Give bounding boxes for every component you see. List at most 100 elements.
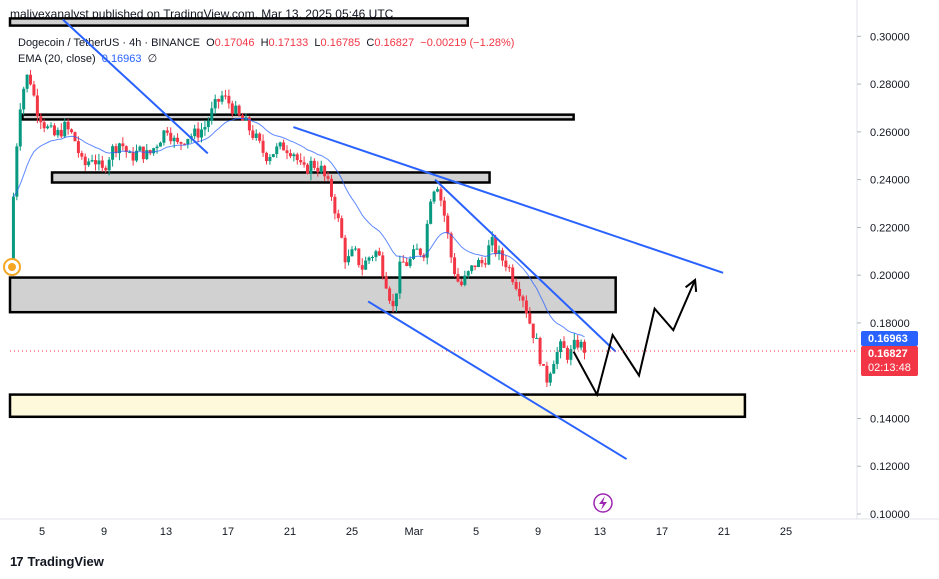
y-tick-label: 0.28000 xyxy=(870,79,910,91)
candle-body xyxy=(70,129,74,133)
ema-label[interactable]: EMA (20, close) xyxy=(18,53,96,65)
symbol-label[interactable]: Dogecoin / TetherUS · 4h · BINANCE xyxy=(18,37,200,49)
chart-legend: Dogecoin / TetherUS · 4h · BINANCE O0.17… xyxy=(18,35,514,67)
candle-body xyxy=(268,156,272,162)
candle-body xyxy=(107,159,111,171)
candle-body xyxy=(388,288,392,301)
candle-body xyxy=(172,137,176,142)
candle-body xyxy=(405,262,409,266)
candle-body xyxy=(463,275,467,285)
candle-body xyxy=(282,142,286,151)
candle-body xyxy=(210,108,214,121)
footer-brand[interactable]: 17 TradingView xyxy=(10,554,104,569)
candle-body xyxy=(483,263,487,265)
candle-body xyxy=(32,84,36,96)
falling-trendline-early[interactable] xyxy=(62,18,209,155)
resistance-box[interactable] xyxy=(21,113,575,121)
candle-body xyxy=(80,153,84,157)
change-value: −0.00219 (−1.28%) xyxy=(420,37,515,49)
candle-body xyxy=(114,146,118,154)
ema-price-box xyxy=(861,331,918,346)
candle-body xyxy=(569,349,573,360)
y-tick-label: 0.22000 xyxy=(870,222,910,234)
candle-body xyxy=(227,95,231,104)
candle-body xyxy=(429,201,433,224)
lightning-event-icon[interactable] xyxy=(593,493,613,513)
candle-body xyxy=(326,176,330,179)
candle-body xyxy=(258,133,262,141)
x-tick-label: 13 xyxy=(160,526,172,538)
candle-body xyxy=(251,130,255,138)
orange-marker-icon[interactable] xyxy=(3,258,21,276)
upper-channel-line[interactable] xyxy=(293,126,724,274)
candle-body xyxy=(145,150,149,160)
candle-body xyxy=(381,255,385,277)
candle-body xyxy=(196,128,200,138)
candle-body xyxy=(435,189,439,192)
candle-body xyxy=(401,261,405,263)
support-resistance-box[interactable] xyxy=(50,171,491,184)
candle-body xyxy=(285,150,289,154)
candle-body xyxy=(384,276,388,289)
x-tick-label: 25 xyxy=(346,526,358,538)
candle-body xyxy=(524,300,528,314)
wedge-upper-line[interactable] xyxy=(434,178,617,353)
top-resistance-box[interactable] xyxy=(8,17,470,27)
candle-body xyxy=(394,293,398,307)
lower-channel-line[interactable] xyxy=(367,300,628,460)
candle-body xyxy=(52,125,56,136)
candle-body xyxy=(316,167,320,173)
candle-body xyxy=(565,347,569,360)
candle-body xyxy=(391,300,395,307)
candle-body xyxy=(22,88,26,110)
candle-body xyxy=(511,267,515,283)
mid-support-box[interactable] xyxy=(8,276,617,314)
candle-body xyxy=(336,213,340,219)
candle-body xyxy=(165,130,169,133)
candle-body xyxy=(15,146,19,197)
candle-body xyxy=(425,223,429,258)
candle-body xyxy=(494,237,498,254)
x-tick-label: 5 xyxy=(473,526,479,538)
y-tick-label: 0.14000 xyxy=(870,413,910,425)
candle-body xyxy=(559,341,563,353)
candle-body xyxy=(206,120,210,128)
candle-body xyxy=(59,129,63,137)
y-tick-label: 0.18000 xyxy=(870,318,910,330)
current-price-label: 0.16827 xyxy=(868,348,908,360)
candle-body xyxy=(179,142,183,144)
candle-body xyxy=(408,259,412,266)
tradingview-logo-icon: 17 xyxy=(10,554,24,569)
y-tick-label: 0.26000 xyxy=(870,127,910,139)
candle-body xyxy=(135,150,139,161)
candle-body xyxy=(306,164,310,174)
ema-price-label: 0.16963 xyxy=(868,333,908,345)
candle-body xyxy=(141,146,145,160)
open-value: 0.17046 xyxy=(214,37,255,49)
candle-body xyxy=(333,196,337,214)
candle-body xyxy=(562,341,566,348)
ema-value: 0.16963 xyxy=(101,53,142,65)
candle-body xyxy=(449,233,453,258)
candle-body xyxy=(158,142,162,147)
ema-row: EMA (20, close) 0.16963 ∅ xyxy=(18,51,514,67)
candle-body xyxy=(97,160,101,165)
candle-body xyxy=(555,352,559,365)
candle-body xyxy=(117,143,121,154)
candle-body xyxy=(18,109,22,147)
candle-body xyxy=(367,257,371,261)
candle-body xyxy=(412,249,416,260)
ema-extra: ∅ xyxy=(147,53,158,65)
candle-body xyxy=(398,261,402,294)
candle-body xyxy=(323,165,327,177)
candle-body xyxy=(531,323,535,338)
candle-body xyxy=(275,146,279,155)
high-value: 0.17133 xyxy=(268,37,309,49)
candle-body xyxy=(278,142,282,147)
x-tick-label: 21 xyxy=(718,526,730,538)
candle-body xyxy=(497,250,501,254)
countdown-label: 02:13:48 xyxy=(868,362,911,374)
candle-body xyxy=(572,339,576,350)
demand-box[interactable] xyxy=(8,393,747,419)
